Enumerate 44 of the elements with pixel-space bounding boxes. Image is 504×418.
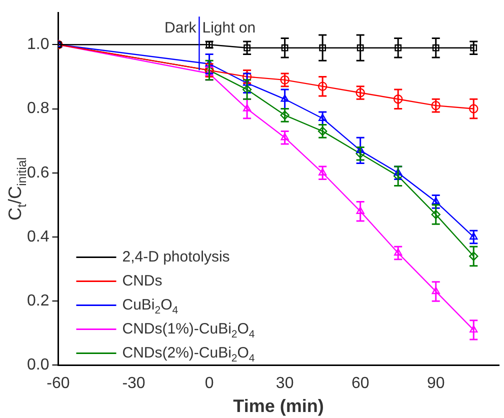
point — [318, 168, 327, 176]
x-tick-label: 90 — [426, 375, 445, 392]
y-axis-title: Ct/Cinitial — [4, 157, 29, 220]
legend-label: 2,4-D photolysis — [122, 248, 230, 266]
point — [431, 210, 440, 220]
x-tick-label: 0 — [204, 375, 214, 392]
x-tick-label: 60 — [351, 375, 370, 392]
point — [356, 44, 364, 52]
x-axis-title: Time (min) — [233, 396, 324, 416]
legend-label: CNDs — [122, 272, 162, 290]
y-tick-label: 0.6 — [26, 164, 50, 182]
point — [470, 232, 478, 240]
x-tick-label: -30 — [122, 375, 146, 392]
point — [470, 325, 478, 333]
point — [318, 114, 327, 121]
point — [394, 44, 402, 52]
annotation: Light on — [202, 20, 256, 37]
y-tick-label: 0.4 — [26, 228, 50, 246]
point — [394, 248, 402, 256]
point — [280, 94, 289, 102]
y-tick-label: 1.0 — [26, 36, 50, 54]
y-tick-label: 0.0 — [26, 356, 50, 374]
point — [432, 44, 440, 52]
point — [356, 146, 364, 154]
point — [281, 44, 288, 52]
point — [432, 197, 440, 204]
point — [394, 94, 403, 104]
point — [356, 206, 364, 214]
point — [280, 133, 289, 140]
point — [394, 168, 402, 176]
point — [319, 44, 326, 52]
point — [469, 252, 478, 261]
x-tick-label: -60 — [46, 375, 70, 392]
point — [242, 104, 252, 112]
annotation: Dark — [164, 20, 197, 37]
point — [318, 82, 328, 91]
x-tick-label: 30 — [276, 375, 294, 392]
point — [205, 59, 214, 66]
point — [469, 104, 478, 114]
point — [432, 286, 440, 294]
y-tick-label: 0.2 — [26, 292, 50, 310]
point — [242, 78, 252, 86]
y-tick-label: 0.8 — [26, 100, 50, 118]
point — [242, 84, 252, 94]
